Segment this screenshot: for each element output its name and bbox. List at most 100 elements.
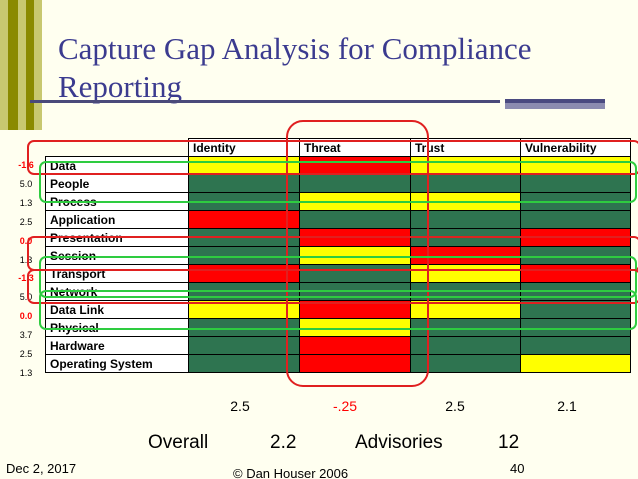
decorative-left-band (0, 0, 46, 130)
status-cell (188, 246, 300, 265)
decorative-bar (505, 99, 605, 109)
status-cell (299, 174, 411, 193)
footer-copyright: © Dan Houser 2006 (233, 466, 349, 479)
column-average: 2.5 (230, 398, 250, 414)
gap-analysis-table: Identity Threat Trust Vulnerability Data… (45, 138, 631, 373)
status-cell (410, 318, 521, 337)
row-score: -1.6 (18, 160, 34, 170)
status-cell (520, 228, 631, 247)
status-cell (188, 156, 300, 175)
row-score: 1.3 (19, 367, 33, 378)
status-cell (299, 282, 411, 301)
status-cell (188, 264, 300, 283)
table-row: Operating System (45, 354, 631, 373)
footer-page-number: 40 (510, 461, 525, 476)
table-row: Application (45, 210, 631, 229)
status-cell (410, 192, 521, 211)
table-row: Transport (45, 264, 631, 283)
status-cell (520, 210, 631, 229)
status-cell (410, 336, 521, 355)
status-cell (410, 264, 521, 283)
status-cell (299, 264, 411, 283)
table-header-row: Identity Threat Trust Vulnerability (45, 138, 631, 157)
status-cell (410, 246, 521, 265)
status-cell (188, 174, 300, 193)
overall-label: Overall (148, 432, 209, 453)
row-score: 0.0 (19, 311, 33, 322)
row-score: 5.0 (19, 292, 33, 303)
column-header: Threat (299, 138, 411, 157)
row-label: Physical (45, 318, 189, 337)
status-cell (410, 210, 521, 229)
status-cell (188, 192, 300, 211)
column-header: Identity (188, 138, 300, 157)
advisories-label: Advisories (355, 432, 443, 453)
status-cell (299, 246, 411, 265)
column-header: Vulnerability (520, 138, 631, 157)
row-label: Presentation (45, 228, 189, 247)
status-cell (188, 318, 300, 337)
status-cell (188, 300, 300, 319)
status-cell (520, 354, 631, 373)
row-score: 0.0 (19, 235, 33, 246)
status-cell (520, 156, 631, 175)
overall-value: 2.2 (270, 432, 297, 453)
row-label: Hardware (45, 336, 189, 355)
row-label: Application (45, 210, 189, 229)
status-cell (410, 156, 521, 175)
table-row: Physical (45, 318, 631, 337)
status-cell (410, 300, 521, 319)
column-header: Trust (410, 138, 521, 157)
status-cell (520, 282, 631, 301)
advisories-value: 12 (498, 432, 520, 453)
status-cell (410, 354, 521, 373)
status-cell (188, 228, 300, 247)
status-cell (520, 192, 631, 211)
status-cell (299, 336, 411, 355)
status-cell (188, 354, 300, 373)
row-score: 1.3 (19, 254, 33, 265)
status-cell (520, 264, 631, 283)
status-cell (410, 174, 521, 193)
slide-title: Capture Gap Analysis for Compliance Repo… (58, 31, 532, 104)
header-blank (45, 138, 189, 157)
row-score: 1.3 (19, 197, 33, 208)
table-row: Session (45, 246, 631, 265)
row-score: 5.0 (19, 178, 33, 189)
row-label: Process (45, 192, 189, 211)
row-label: Transport (45, 264, 189, 283)
status-cell (520, 318, 631, 337)
status-cell (188, 210, 300, 229)
status-cell (520, 246, 631, 265)
status-cell (299, 228, 411, 247)
table-row: Data (45, 156, 631, 175)
status-cell (520, 300, 631, 319)
status-cell (520, 336, 631, 355)
row-label: Data Link (45, 300, 189, 319)
status-cell (299, 210, 411, 229)
status-cell (410, 282, 521, 301)
status-cell (299, 318, 411, 337)
row-label: Operating System (45, 354, 189, 373)
row-label: Session (45, 246, 189, 265)
status-cell (520, 174, 631, 193)
footer-date: Dec 2, 2017 (6, 461, 77, 476)
table-row: Process (45, 192, 631, 211)
status-cell (188, 336, 300, 355)
status-cell (299, 156, 411, 175)
row-label: People (45, 174, 189, 193)
status-cell (299, 300, 411, 319)
table-row: Network (45, 282, 631, 301)
table-row: People (45, 174, 631, 193)
column-average: 2.1 (557, 398, 577, 414)
row-score: -1.3 (18, 273, 34, 284)
row-label: Network (45, 282, 189, 301)
status-cell (410, 228, 521, 247)
title-underline (30, 100, 500, 103)
row-score: 2.5 (19, 216, 33, 227)
table-row: Data Link (45, 300, 631, 319)
row-score: 2.5 (19, 349, 33, 359)
table-row: Hardware (45, 336, 631, 355)
table-row: Presentation (45, 228, 631, 247)
